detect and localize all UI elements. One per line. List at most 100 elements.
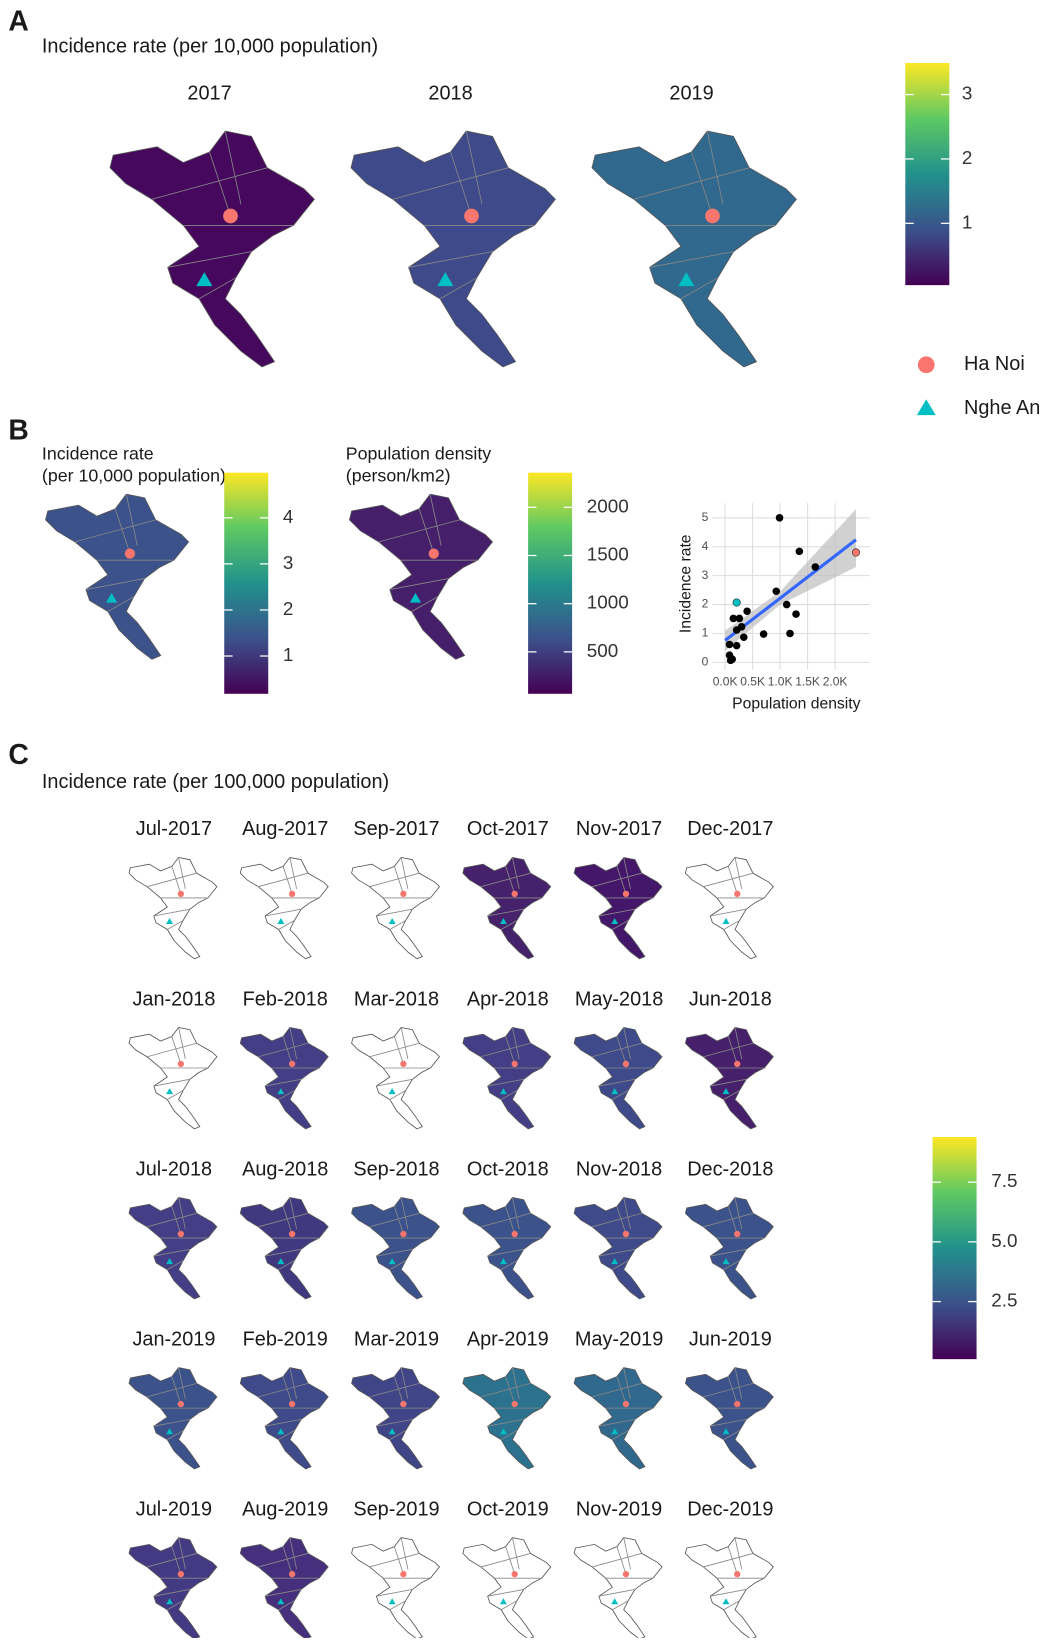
scatter-point [796, 548, 804, 556]
ha-noi-marker [623, 1061, 629, 1067]
province-area [240, 1538, 328, 1638]
map [240, 1368, 328, 1469]
map-title: Jul-2017 [136, 818, 212, 840]
province-area [46, 494, 189, 659]
map-title: Mar-2019 [354, 1328, 439, 1350]
map [46, 494, 189, 659]
ha-noi-marker [512, 1571, 518, 1577]
colorbar-tick-label: 2 [283, 598, 294, 619]
ha-noi-marker [734, 1231, 740, 1237]
province-area [574, 1538, 662, 1638]
province-area [592, 131, 796, 367]
map [352, 857, 440, 958]
province-area [129, 1198, 217, 1299]
scatter-point [783, 601, 791, 609]
colorbar [933, 1137, 977, 1359]
map-title: Apr-2018 [467, 988, 549, 1010]
map-title: (per 10,000 population) [42, 466, 226, 486]
y-axis-label: Incidence rate [677, 534, 694, 633]
panel-label: B [8, 413, 28, 445]
ha-noi-marker [512, 1061, 518, 1067]
ha-noi-marker [623, 1401, 629, 1407]
colorbar-tick-label: 500 [587, 640, 618, 661]
map-title: Oct-2017 [467, 818, 549, 840]
province-area [685, 1198, 773, 1299]
province-area [685, 857, 773, 958]
legend-marker [918, 356, 935, 373]
ha-noi-marker [429, 548, 439, 558]
ha-noi-marker [178, 1401, 184, 1407]
ha-noi-marker [734, 1061, 740, 1067]
colorbar-tick-label: 1 [283, 644, 294, 665]
ha-noi-marker [512, 1231, 518, 1237]
province-area [240, 1027, 328, 1128]
province-area [240, 1198, 328, 1299]
map-title: Oct-2018 [467, 1158, 549, 1180]
province-area [685, 1538, 773, 1638]
map-title: Nov-2018 [576, 1158, 662, 1180]
scatter-point [812, 563, 820, 571]
province-area [463, 1198, 551, 1299]
panel-title: Incidence rate (per 100,000 population) [42, 771, 389, 793]
x-tick-label: 1.5K [795, 674, 820, 688]
map-title: Apr-2019 [467, 1328, 549, 1350]
colorbar-tick-label: 3 [962, 83, 973, 104]
map-title: Jul-2018 [136, 1158, 212, 1180]
map [685, 1368, 773, 1469]
map-title: Nov-2017 [576, 818, 662, 840]
colorbar-tick-label: 7.5 [991, 1170, 1017, 1191]
map [110, 131, 314, 367]
ha-noi-marker [623, 1571, 629, 1577]
panel-label: A [8, 5, 28, 37]
ha-noi-marker [734, 1571, 740, 1577]
province-area [110, 131, 314, 367]
map [592, 131, 796, 367]
colorbar [224, 473, 268, 694]
colorbar-tick-label: 2 [962, 147, 973, 168]
colorbar [905, 63, 949, 285]
colorbar-tick-label: 1 [962, 211, 973, 232]
map [129, 857, 217, 958]
map [574, 1198, 662, 1299]
y-tick-label: 2 [702, 597, 709, 611]
map [351, 131, 555, 367]
scatter-point [772, 587, 780, 595]
province-area [352, 857, 440, 958]
scatter-point [740, 633, 748, 641]
map [685, 1198, 773, 1299]
map [129, 1198, 217, 1299]
province-area [129, 1027, 217, 1128]
ha-noi-marker [289, 1231, 295, 1237]
map [352, 1027, 440, 1128]
map [240, 857, 328, 958]
ha-noi-marker [512, 1401, 518, 1407]
map-title: (person/km2) [346, 466, 451, 486]
scatter-point [726, 641, 734, 649]
x-tick-label: 0.5K [740, 674, 765, 688]
ha-noi-marker [623, 1231, 629, 1237]
map-title: Aug-2019 [242, 1498, 328, 1520]
ha-noi-marker [512, 891, 518, 897]
map-title: Feb-2018 [243, 988, 328, 1010]
ha-noi-marker [178, 1571, 184, 1577]
map [349, 494, 492, 659]
map [463, 857, 551, 958]
province-area [129, 857, 217, 958]
colorbar-tick-label: 3 [283, 552, 294, 573]
ha-noi-marker [223, 209, 238, 224]
province-area [352, 1368, 440, 1469]
map [129, 1538, 217, 1638]
map-title: Jun-2019 [689, 1328, 772, 1350]
province-area [574, 1198, 662, 1299]
map [685, 1027, 773, 1128]
ha-noi-marker [400, 1061, 406, 1067]
map [574, 857, 662, 958]
legend-label: Ha Noi [964, 353, 1025, 375]
map [463, 1198, 551, 1299]
scatter-point [733, 642, 741, 650]
ha-noi-marker [623, 891, 629, 897]
province-area [240, 857, 328, 958]
map-title: May-2018 [575, 988, 663, 1010]
map [129, 1027, 217, 1128]
y-tick-label: 1 [702, 626, 709, 640]
